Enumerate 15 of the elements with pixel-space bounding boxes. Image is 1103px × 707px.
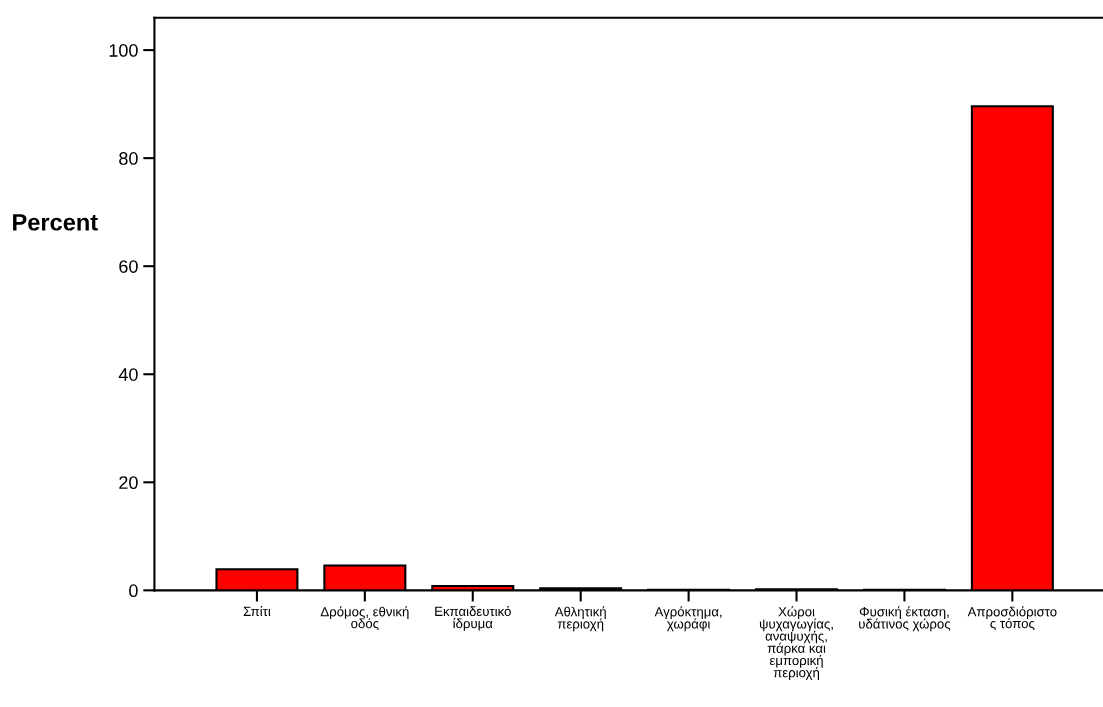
x-tick-label: Αθλητική περιοχή [554, 606, 606, 632]
y-tick-label: 80 [119, 152, 138, 165]
y-tick-label: 60 [119, 260, 138, 273]
x-tick-label: Δρόμος, εθνική οδός [320, 606, 409, 631]
y-tick-label: 40 [118, 368, 138, 381]
x-tick-label: Φυσική έκταση, υδάτινος χώρος [859, 606, 951, 632]
x-tick-label: Απροσδιόριστο ς τόπος [967, 606, 1057, 631]
x-tick-label: Εκπαιδευτικό ίδρυμα [435, 605, 511, 631]
y-axis-title: Percent [13, 214, 98, 231]
y-tick-label: 0 [129, 584, 138, 598]
x-tick-label: Σπίτι [243, 605, 271, 617]
y-tick-label: 20 [119, 476, 138, 490]
y-tick-label: 100 [109, 44, 138, 57]
x-tick-label: Αγρόκτημα, χωράφι [654, 606, 722, 632]
x-tick-label: Χώροι ψυχαγωγίας, αναψυχής, πάρκα και εμπορική περιοχή [759, 606, 833, 680]
